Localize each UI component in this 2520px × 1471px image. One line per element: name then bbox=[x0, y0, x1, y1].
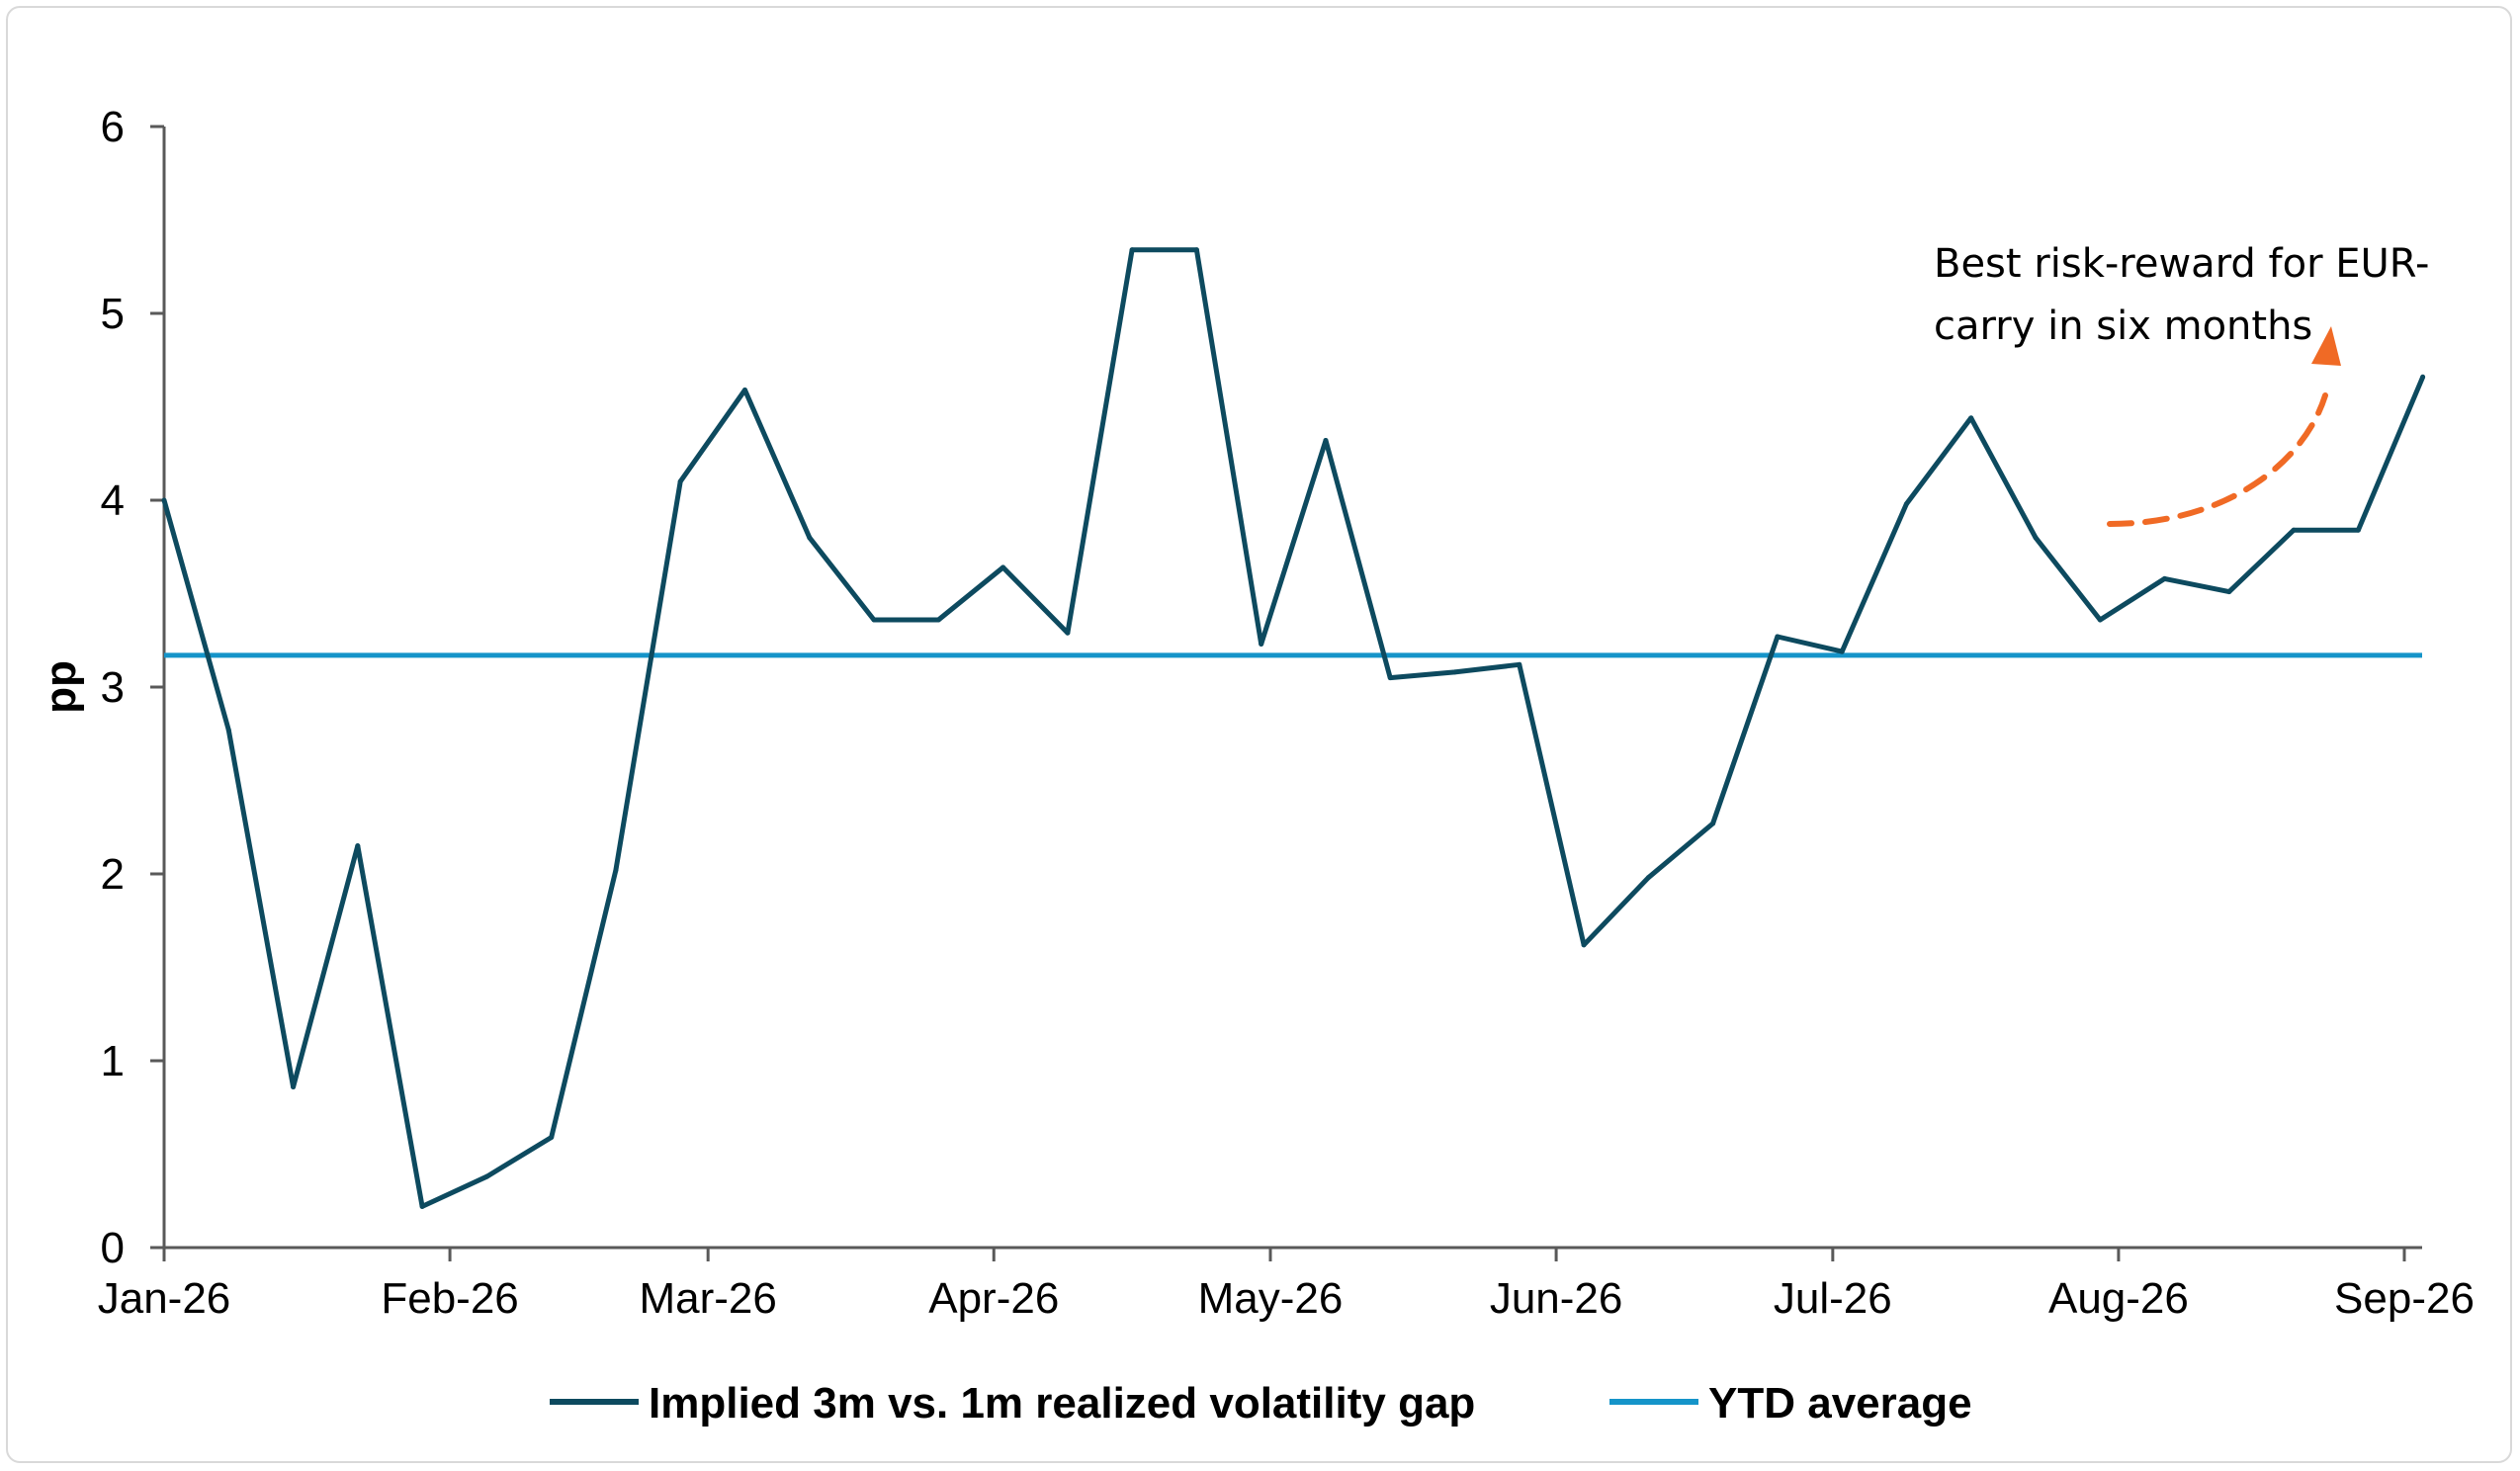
x-tick-label: Sep-26 bbox=[2334, 1274, 2475, 1323]
volatility-gap-point bbox=[1000, 564, 1006, 570]
x-tick-label: Jul-26 bbox=[1774, 1274, 1892, 1323]
annotation-group: Best risk-reward for EUR-carry in six mo… bbox=[1934, 241, 2429, 527]
y-tick-label: 2 bbox=[101, 850, 125, 899]
volatility-gap-point bbox=[935, 617, 941, 623]
y-tick-label: 5 bbox=[101, 290, 125, 338]
volatility-gap-point bbox=[1903, 501, 1909, 507]
axes: 0 1 2 3 4 5 6 pp Jan-26 Feb-26 Mar-26 Apr-26 May-26 J… bbox=[37, 103, 2475, 1323]
volatility-gap-point bbox=[2033, 535, 2039, 541]
annotation-text-line-1: Best risk-reward for EUR- bbox=[1934, 241, 2429, 287]
volatility-gap-point bbox=[677, 478, 683, 484]
chart-frame bbox=[6, 6, 2512, 1463]
volatility-gap-point bbox=[1968, 415, 1974, 421]
volatility-gap-point bbox=[1259, 642, 1264, 648]
x-tick-label: Apr-26 bbox=[928, 1274, 1059, 1323]
volatility-gap-line bbox=[161, 247, 2426, 1209]
volatility-gap-point bbox=[161, 497, 167, 503]
y-tick-label: 0 bbox=[101, 1224, 125, 1272]
volatility-gap-point bbox=[1129, 247, 1135, 253]
volatility-gap-point bbox=[1517, 661, 1522, 667]
volatility-gap-point bbox=[1387, 675, 1393, 681]
volatility-gap-point bbox=[549, 1134, 555, 1140]
volatility-gap-point bbox=[2420, 374, 2426, 380]
volatility-gap-point bbox=[355, 843, 361, 849]
volatility-gap-point bbox=[741, 387, 747, 392]
volatility-gap-point bbox=[1710, 821, 1716, 826]
legend-label-gap: Implied 3m vs. 1m realized volatility ga… bbox=[649, 1379, 1475, 1428]
y-tick-label: 4 bbox=[101, 476, 125, 525]
x-tick-label: Jun-26 bbox=[1490, 1274, 1623, 1323]
annotation-text-line-2: carry in six months bbox=[1934, 303, 2312, 349]
y-tick-label: 3 bbox=[101, 663, 125, 712]
volatility-gap-point bbox=[1645, 875, 1651, 881]
volatility-gap-point bbox=[2226, 589, 2232, 595]
x-tick-label: Aug-26 bbox=[2048, 1274, 2189, 1323]
volatility-gap-point bbox=[291, 1083, 297, 1089]
x-tick-label: Jan-26 bbox=[98, 1274, 231, 1323]
x-tick-label: May-26 bbox=[1198, 1274, 1344, 1323]
volatility-gap-point bbox=[1581, 942, 1587, 948]
volatility-gap-point bbox=[2162, 575, 2168, 581]
legend-label-average: YTD average bbox=[1708, 1379, 1972, 1428]
x-tick-label: Feb-26 bbox=[381, 1274, 518, 1323]
plot-area bbox=[161, 247, 2426, 1209]
y-axis-title: pp bbox=[37, 660, 85, 714]
y-tick-label: 1 bbox=[101, 1037, 125, 1085]
volatility-gap-point bbox=[1452, 669, 1458, 675]
volatility-gap-point bbox=[1065, 630, 1071, 636]
volatility-gap-point bbox=[1775, 634, 1781, 640]
volatility-gap-point bbox=[1839, 649, 1845, 654]
volatility-gap-point bbox=[2291, 527, 2297, 533]
volatility-gap-point bbox=[1193, 247, 1199, 253]
volatility-gap-point bbox=[419, 1203, 425, 1209]
annotation-arrow-head bbox=[2311, 326, 2341, 366]
volatility-gap-point bbox=[225, 727, 231, 733]
volatility-gap-point bbox=[613, 867, 619, 873]
x-tick-label: Mar-26 bbox=[639, 1274, 776, 1323]
y-tick-label: 6 bbox=[101, 103, 125, 151]
annotation-arrow-curve bbox=[2107, 392, 2328, 527]
volatility-gap-point bbox=[2355, 527, 2361, 533]
volatility-gap-point bbox=[483, 1173, 489, 1179]
volatility-gap-point bbox=[1323, 438, 1329, 444]
legend: Implied 3m vs. 1m realized volatility ga… bbox=[550, 1379, 1972, 1428]
volatility-gap-point bbox=[2097, 617, 2103, 623]
volatility-gap-point bbox=[871, 617, 877, 623]
volatility-gap-point bbox=[807, 535, 813, 541]
